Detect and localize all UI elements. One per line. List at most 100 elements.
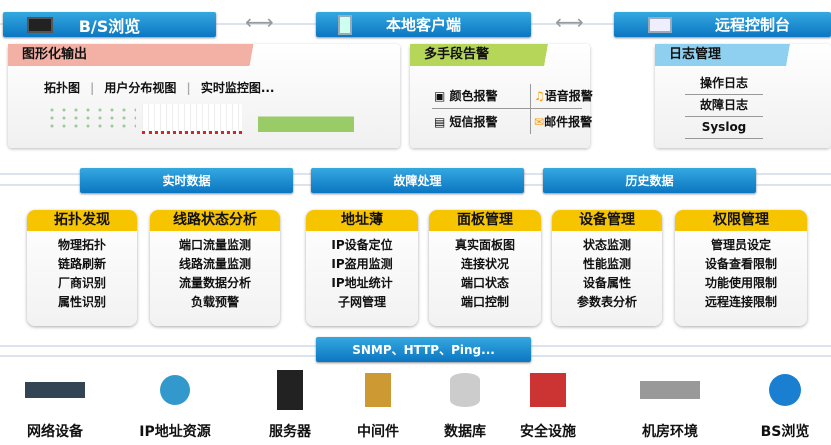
module-item[interactable]: IP盗用监测 [331,257,393,271]
ip-network-icon [160,375,190,405]
graphics-output-panel: 图形化输出 拓扑图 | 用户分布视图 | 实时监控图... [8,44,400,148]
double-arrow-icon: ⟷ [555,10,584,34]
history-data-button[interactable]: 历史数据 [543,168,756,193]
module-item[interactable]: IP地址统计 [331,276,393,290]
module-item[interactable]: 物理拓扑 [57,238,106,252]
server-room-icon [640,381,700,399]
module-item[interactable]: 属性识别 [57,295,106,309]
resource-label: BS浏览 [760,424,810,440]
resource-item: 服务器 [250,370,330,441]
browser-screen-icon [27,16,53,33]
module-item[interactable]: 端口控制 [460,295,509,309]
nav-local-client[interactable]: 本地客户端 [316,12,531,37]
fault-log-link[interactable]: 故障日志 [685,98,763,117]
resource-label: 机房环境 [642,424,698,440]
panel-title: 多手段告警 [424,47,490,62]
topology-thumbnail [46,106,136,132]
resource-item: 数据库 [425,370,505,441]
module-item[interactable]: 状态监测 [582,238,631,252]
panel-title: 图形化输出 [22,47,148,62]
module-item[interactable]: 功能使用限制 [704,276,777,290]
module-item[interactable]: 负载预警 [190,295,239,309]
module-card: 面板管理真实面板图连接状况端口状态端口控制 [429,210,541,326]
firewall-icon [530,373,566,407]
user-distribution-link[interactable]: 用户分布视图 [104,81,177,95]
middleware-icon [365,373,391,407]
module-item[interactable]: 性能监测 [582,257,631,271]
module-card: 线路状态分析端口流量监测 线路流量监测 流量数据分析 负载预警 [150,210,280,326]
resource-label: 数据库 [444,424,486,440]
realtime-data-button[interactable]: 实时数据 [80,168,293,193]
distribution-thumbnail [142,104,242,134]
module-title: 拓扑发现 [27,210,137,231]
phone-icon: ▤ [434,115,450,129]
voice-alarm: ♫语音报警 [534,89,593,103]
nav-label: B/S浏览 [78,16,141,36]
module-item[interactable]: 参数表分析 [576,295,637,309]
module-title: 设备管理 [552,210,662,231]
nav-remote-console[interactable]: 远程控制台 [614,12,831,37]
topology-link[interactable]: 拓扑图 [44,81,81,95]
module-item[interactable]: 设备查看限制 [704,257,777,271]
module-item[interactable]: 厂商识别 [57,276,106,290]
module-item[interactable]: 设备属性 [582,276,631,290]
color-alarm: ▣ 颜色报警 [434,89,498,103]
server-icon [277,370,303,410]
module-card: 权限管理管理员设定设备查看限制 功能使用限制 远程连接限制 [675,210,807,326]
network-device-icon [25,382,85,398]
resource-label: 网络设备 [27,424,83,440]
protocol-button[interactable]: SNMP、HTTP、Ping... [316,337,531,362]
resource-item: BS浏览 [745,370,825,441]
monitor-chart-thumbnail [258,106,354,132]
log-panel: 日志管理 操作日志 故障日志 Syslog [655,44,831,148]
module-item[interactable]: 链路刷新 [57,257,106,271]
music-note-icon: ♫ [534,89,545,103]
panel-title: 日志管理 [669,47,722,62]
double-arrow-icon: ⟷ [245,10,274,34]
module-item[interactable]: 远程连接限制 [704,295,777,309]
module-title: 权限管理 [675,210,807,231]
module-card: 地址薄 IP设备定位 IP盗用监测 IP地址统计 子网管理 [306,210,418,326]
envelope-icon: ✉ [534,115,545,129]
resource-item: 机房环境 [630,370,710,441]
ie-browser-icon [769,374,801,406]
module-item[interactable]: 流量数据分析 [178,276,251,290]
module-item[interactable]: 子网管理 [337,295,386,309]
module-item[interactable]: 管理员设定 [710,238,771,252]
nav-bs-browse[interactable]: B/S浏览 [3,12,216,37]
alarm-panel: 多手段告警 ▣ 颜色报警 ♫语音报警 ▤ 短信报警 ✉邮件报警 [410,44,593,148]
module-item[interactable]: IP设备定位 [331,238,393,252]
resource-label: 安全设施 [520,424,576,440]
resource-item: 安全设施 [508,370,588,441]
email-alarm: ✉邮件报警 [534,115,593,129]
module-item[interactable]: 真实面板图 [454,238,515,252]
module-title: 线路状态分析 [150,210,280,231]
resource-label: 中间件 [357,424,399,440]
sms-alarm: ▤ 短信报警 [434,115,498,129]
nav-label: 本地客户端 [385,16,461,34]
syslog-link[interactable]: Syslog [685,120,763,139]
module-item[interactable]: 线路流量监测 [178,257,251,271]
module-title: 地址薄 [306,210,418,231]
resource-item: IP地址资源 [135,370,215,441]
separator: | [186,81,191,95]
module-item[interactable]: 端口流量监测 [178,238,251,252]
resource-label: IP地址资源 [139,424,211,440]
database-icon [450,373,480,407]
module-card: 拓扑发现物理拓扑链路刷新厂商识别属性识别 [27,210,137,326]
resource-item: 网络设备 [15,370,95,441]
separator: | [90,81,95,95]
fault-handling-button[interactable]: 故障处理 [311,168,524,193]
remote-laptop-icon [648,16,672,33]
module-item[interactable]: 端口状态 [460,276,509,290]
nav-label: 远程控制台 [714,16,790,34]
operation-log-link[interactable]: 操作日志 [685,76,763,95]
monitor-icon [338,14,352,35]
realtime-monitor-link[interactable]: 实时监控图... [200,81,275,95]
resource-label: 服务器 [269,424,311,440]
color-alarm-icon: ▣ [434,89,450,103]
resource-item: 中间件 [338,370,418,441]
module-title: 面板管理 [429,210,541,231]
module-item[interactable]: 连接状况 [460,257,509,271]
module-card: 设备管理状态监测性能监测设备属性参数表分析 [552,210,662,326]
